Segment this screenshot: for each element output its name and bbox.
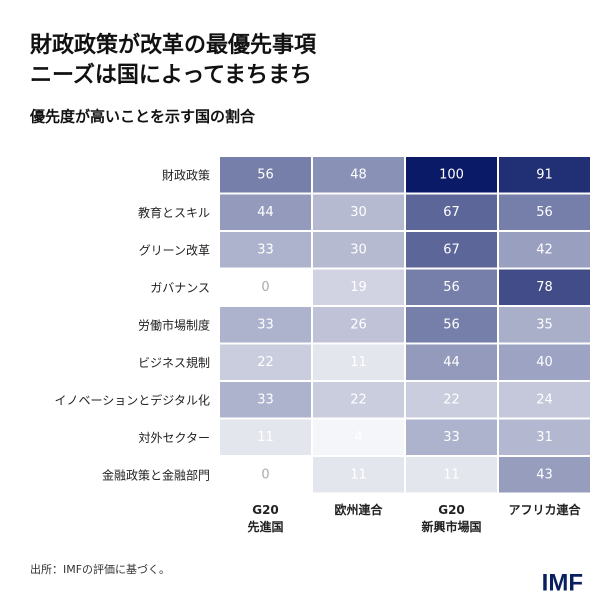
heat-cell — [406, 307, 497, 343]
heat-cell — [499, 194, 590, 230]
heat-cell — [499, 382, 590, 418]
chart-subtitle: 優先度が高いことを示す国の割合 — [29, 108, 256, 126]
cell-label: 91 — [536, 167, 553, 182]
heat-cell — [313, 457, 404, 493]
heat-cell — [220, 382, 311, 418]
cell-label: 4 — [354, 430, 362, 445]
heat-cell — [406, 382, 497, 418]
cell-label: 33 — [257, 242, 274, 257]
cell-label: 44 — [443, 355, 460, 370]
cell-label: 0 — [261, 467, 269, 482]
cell-label: 67 — [443, 242, 460, 257]
cell-label: 33 — [443, 430, 460, 445]
cell-label: 56 — [257, 167, 274, 182]
row-label: 教育とスキル — [138, 205, 210, 220]
cell-label: 43 — [536, 467, 553, 482]
heat-cell — [220, 344, 311, 380]
heat-cell — [220, 232, 311, 268]
cell-label: 11 — [350, 467, 367, 482]
heat-cell — [220, 457, 311, 493]
cell-label: 44 — [257, 205, 274, 220]
cell-label: 22 — [350, 392, 367, 407]
heat-cell — [406, 194, 497, 230]
cell-label: 42 — [536, 242, 553, 257]
heat-cell — [406, 232, 497, 268]
column-label: アフリカ連合 — [508, 502, 581, 517]
cell-label: 56 — [536, 205, 553, 220]
heat-cell — [313, 419, 404, 455]
heat-cell — [220, 307, 311, 343]
row-label: 対外セクター — [138, 431, 210, 445]
heat-cell — [313, 307, 404, 343]
logo: IMF — [542, 569, 583, 596]
heat-cell — [406, 344, 497, 380]
cell-label: 100 — [439, 167, 464, 182]
heat-cell — [499, 157, 590, 193]
cell-label: 11 — [257, 430, 274, 445]
heat-cell — [499, 232, 590, 268]
column-label: 新興市場国 — [421, 519, 481, 534]
row-label: ビジネス規制 — [138, 355, 210, 370]
cell-label: 19 — [350, 280, 367, 295]
cell-label: 33 — [257, 392, 274, 407]
heat-cell — [406, 457, 497, 493]
cell-label: 24 — [536, 392, 553, 407]
cell-label: 11 — [443, 467, 460, 482]
source-note: 出所：IMFの評価に基づく。 — [30, 562, 170, 576]
heat-cell — [313, 232, 404, 268]
cell-label: 56 — [443, 280, 460, 295]
heat-cell — [220, 157, 311, 193]
cell-label: 31 — [536, 430, 553, 445]
cell-label: 33 — [257, 317, 274, 332]
heat-cell — [406, 419, 497, 455]
column-label: G20 — [438, 503, 465, 517]
heat-cell — [220, 269, 311, 305]
row-label: グリーン改革 — [139, 243, 210, 257]
heat-cell — [406, 157, 497, 193]
column-label: 先進国 — [247, 519, 283, 534]
heat-cell — [313, 194, 404, 230]
cell-label: 48 — [350, 167, 367, 182]
heat-cell — [313, 269, 404, 305]
chart-title: 財政政策が改革の最優先事項 — [30, 32, 317, 58]
cell-label: 26 — [350, 317, 367, 332]
heat-cell — [499, 344, 590, 380]
heat-cell — [499, 307, 590, 343]
cell-label: 0 — [261, 280, 269, 295]
heat-cell — [499, 419, 590, 455]
heat-cell — [220, 419, 311, 455]
heat-cell — [313, 382, 404, 418]
column-label: G20 — [252, 503, 279, 517]
cell-label: 67 — [443, 205, 460, 220]
cell-label: 40 — [536, 355, 553, 370]
cell-label: 78 — [536, 280, 553, 295]
cell-label: 22 — [257, 355, 274, 370]
row-label: イノベーションとデジタル化 — [54, 392, 210, 407]
cell-label: 35 — [536, 317, 553, 332]
cell-label: 30 — [350, 242, 367, 257]
cell-label: 11 — [350, 355, 367, 370]
chart-title: ニーズは国によってまちまち — [30, 62, 312, 88]
cell-label: 22 — [443, 392, 460, 407]
cell-label: 56 — [443, 317, 460, 332]
row-label: 労働市場制度 — [138, 317, 210, 332]
row-label: 金融政策と金融部門 — [102, 467, 210, 482]
heat-cell — [313, 344, 404, 380]
heat-cell — [313, 157, 404, 193]
heat-cell — [499, 457, 590, 493]
heat-cell — [406, 269, 497, 305]
heat-cell — [499, 269, 590, 305]
cell-label: 30 — [350, 205, 367, 220]
heat-cell — [220, 194, 311, 230]
row-label: 財政政策 — [162, 167, 210, 182]
row-label: ガバナンス — [150, 281, 210, 295]
column-label: 欧州連合 — [334, 502, 383, 517]
